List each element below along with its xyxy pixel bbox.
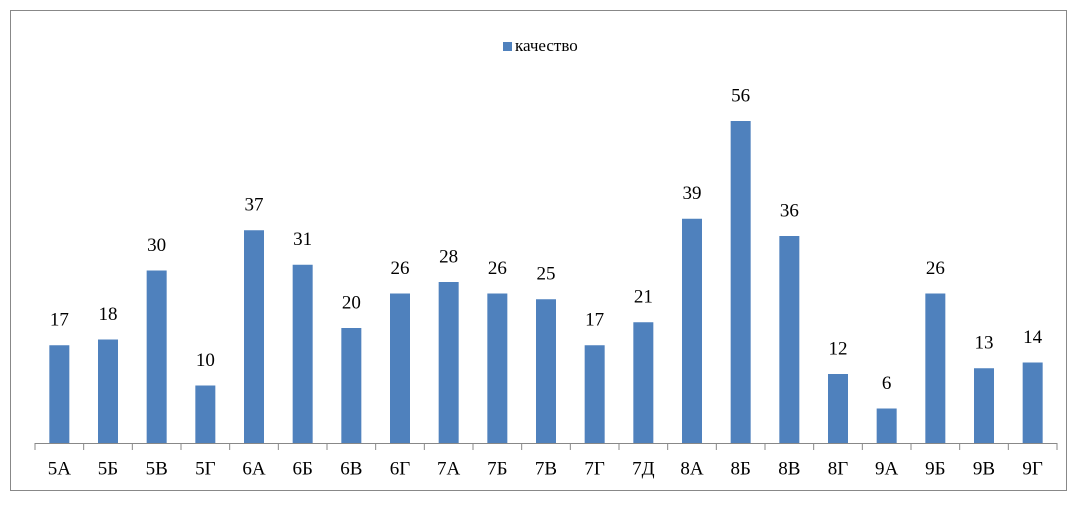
bar xyxy=(1022,362,1043,443)
bar xyxy=(195,385,216,443)
bar xyxy=(98,339,118,443)
x-tick-label: 7А xyxy=(437,458,461,479)
data-label: 36 xyxy=(780,200,799,221)
x-tick-label: 7В xyxy=(535,458,557,479)
x-tick-label: 7Г xyxy=(584,458,605,479)
bar xyxy=(682,218,702,443)
data-label: 56 xyxy=(731,85,750,106)
x-tick-label: 5Б xyxy=(98,458,118,479)
x-tick-label: 5В xyxy=(146,458,168,479)
x-tick-label: 5А xyxy=(48,458,72,479)
x-tick-label: 5Г xyxy=(195,458,216,479)
x-tick-label: 9А xyxy=(875,458,899,479)
data-label: 30 xyxy=(147,235,166,256)
data-label: 14 xyxy=(1023,327,1043,348)
data-label: 26 xyxy=(488,258,507,279)
bar xyxy=(876,408,897,443)
bar xyxy=(536,299,556,443)
bar xyxy=(49,345,70,443)
data-label: 37 xyxy=(245,195,264,216)
data-label: 26 xyxy=(391,258,410,279)
bar xyxy=(828,374,848,443)
data-label: 28 xyxy=(439,246,458,267)
x-tick-label: 9Г xyxy=(1022,458,1043,479)
data-label: 25 xyxy=(537,264,556,285)
bar xyxy=(487,293,508,443)
data-label: 20 xyxy=(342,292,361,313)
bar xyxy=(292,264,313,443)
bar xyxy=(974,368,994,443)
x-tick-label: 7Д xyxy=(632,458,655,479)
x-tick-label: 8А xyxy=(680,458,704,479)
data-label: 17 xyxy=(585,310,604,331)
x-tick-label: 9В xyxy=(973,458,995,479)
bar xyxy=(341,328,362,443)
data-label: 21 xyxy=(634,287,653,308)
x-tick-label: 7Б xyxy=(487,458,507,479)
bar xyxy=(730,121,751,443)
bar xyxy=(390,293,410,443)
legend-label: качество xyxy=(515,36,578,55)
data-label: 18 xyxy=(99,304,118,325)
bar xyxy=(633,322,654,443)
x-tick-label: 6Г xyxy=(390,458,411,479)
x-tick-label: 6Б xyxy=(292,458,312,479)
x-tick-label: 6А xyxy=(242,458,266,479)
x-tick-label: 8В xyxy=(778,458,800,479)
data-label: 26 xyxy=(926,258,945,279)
data-label: 12 xyxy=(829,338,848,359)
bar xyxy=(146,270,167,443)
legend-swatch xyxy=(503,42,512,51)
x-tick-label: 8Б xyxy=(730,458,750,479)
bar xyxy=(584,345,605,443)
data-label: 17 xyxy=(50,310,69,331)
data-label: 10 xyxy=(196,350,215,371)
data-label: 13 xyxy=(975,333,994,354)
bar xyxy=(779,236,800,443)
x-tick-label: 6В xyxy=(340,458,362,479)
bar xyxy=(244,230,264,443)
x-tick-label: 8Г xyxy=(828,458,849,479)
data-label: 6 xyxy=(882,373,892,394)
bar xyxy=(925,293,946,443)
x-tick-label: 9Б xyxy=(925,458,945,479)
data-label: 39 xyxy=(683,183,702,204)
bar xyxy=(438,282,459,443)
data-label: 31 xyxy=(293,229,312,250)
